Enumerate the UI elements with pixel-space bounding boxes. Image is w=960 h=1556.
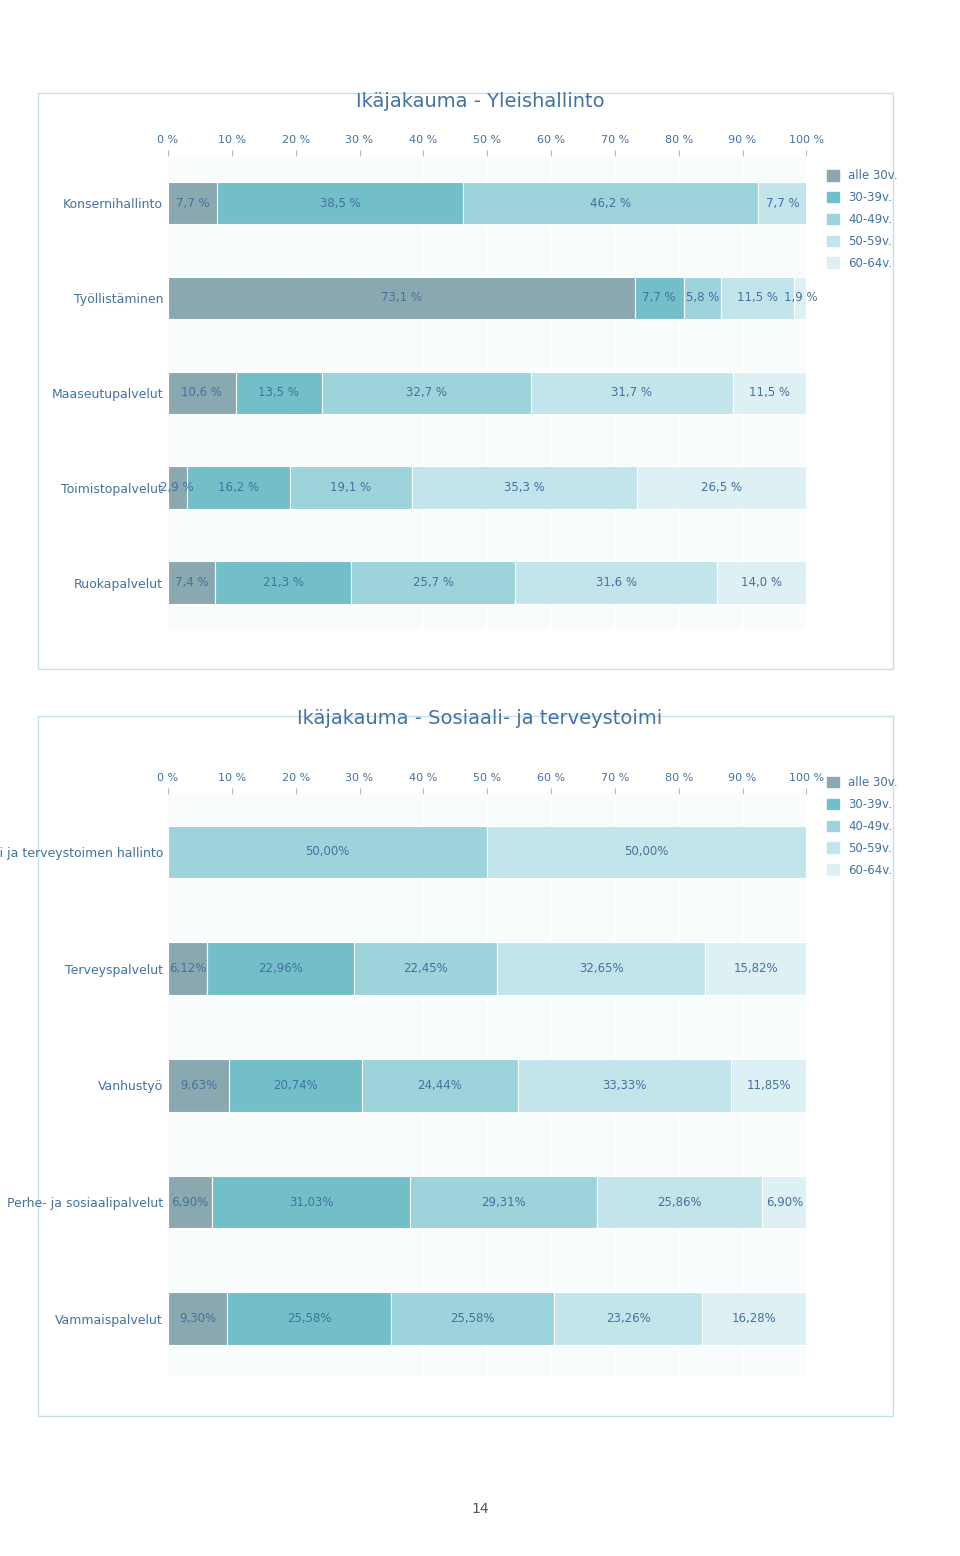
Text: 6,90%: 6,90% xyxy=(766,1195,803,1209)
Bar xyxy=(168,562,215,604)
Text: 46,2 %: 46,2 % xyxy=(589,196,631,210)
Bar xyxy=(391,1293,554,1344)
Text: 22,45%: 22,45% xyxy=(403,962,447,976)
Bar xyxy=(762,1176,806,1228)
Bar xyxy=(168,826,488,878)
Text: 14: 14 xyxy=(471,1503,489,1516)
Text: 11,85%: 11,85% xyxy=(746,1078,791,1092)
Bar xyxy=(733,372,806,414)
Bar xyxy=(554,1293,703,1344)
Text: 20,74%: 20,74% xyxy=(274,1078,318,1092)
Text: 16,28%: 16,28% xyxy=(732,1312,777,1326)
Legend: alle 30v., 30-39v., 40-49v., 50-59v., 60-64v.: alle 30v., 30-39v., 40-49v., 50-59v., 60… xyxy=(827,776,898,876)
Bar xyxy=(168,277,635,319)
Text: 11,5 %: 11,5 % xyxy=(737,291,778,305)
Bar xyxy=(757,182,807,224)
Text: 7,7 %: 7,7 % xyxy=(642,291,676,305)
Text: Ikäjakauma - Sosiaali- ja terveystoimi: Ikäjakauma - Sosiaali- ja terveystoimi xyxy=(298,710,662,728)
Bar xyxy=(706,943,806,994)
Text: 1,9 %: 1,9 % xyxy=(783,291,817,305)
Text: 10,6 %: 10,6 % xyxy=(181,386,223,400)
Text: 24,44%: 24,44% xyxy=(418,1078,463,1092)
Text: 15,82%: 15,82% xyxy=(733,962,779,976)
Bar xyxy=(488,826,806,878)
Bar xyxy=(168,372,235,414)
Bar xyxy=(721,277,794,319)
Text: 73,1 %: 73,1 % xyxy=(381,291,421,305)
Bar xyxy=(362,1060,517,1111)
Text: 25,86%: 25,86% xyxy=(658,1195,702,1209)
Bar xyxy=(168,943,207,994)
Bar xyxy=(597,1176,762,1228)
Text: 23,26%: 23,26% xyxy=(606,1312,651,1326)
Bar xyxy=(212,1176,410,1228)
Bar xyxy=(207,943,353,994)
Text: 50,00%: 50,00% xyxy=(305,845,349,859)
Bar xyxy=(186,467,290,509)
Bar xyxy=(412,467,637,509)
Bar xyxy=(717,562,806,604)
Bar xyxy=(463,182,757,224)
Text: 7,4 %: 7,4 % xyxy=(175,576,208,590)
Text: 25,7 %: 25,7 % xyxy=(413,576,454,590)
Text: 33,33%: 33,33% xyxy=(602,1078,646,1092)
Bar xyxy=(290,467,412,509)
Bar xyxy=(217,182,463,224)
Text: 2,9 %: 2,9 % xyxy=(160,481,194,495)
Text: 22,96%: 22,96% xyxy=(258,962,302,976)
Bar xyxy=(168,1176,212,1228)
Text: 11,5 %: 11,5 % xyxy=(749,386,790,400)
Text: 32,65%: 32,65% xyxy=(579,962,623,976)
Bar xyxy=(168,1293,228,1344)
Text: 9,63%: 9,63% xyxy=(180,1078,217,1092)
Text: 7,7 %: 7,7 % xyxy=(176,196,209,210)
Bar xyxy=(410,1176,597,1228)
Bar xyxy=(168,467,186,509)
Bar xyxy=(351,562,516,604)
Text: 31,03%: 31,03% xyxy=(289,1195,333,1209)
Bar xyxy=(703,1293,806,1344)
Bar xyxy=(215,562,351,604)
Bar xyxy=(322,372,531,414)
Bar xyxy=(228,1293,391,1344)
Bar xyxy=(635,277,684,319)
Text: 25,58%: 25,58% xyxy=(450,1312,494,1326)
Text: 31,7 %: 31,7 % xyxy=(612,386,652,400)
Text: 31,6 %: 31,6 % xyxy=(595,576,636,590)
Text: 29,31%: 29,31% xyxy=(481,1195,526,1209)
Text: 6,90%: 6,90% xyxy=(172,1195,208,1209)
Text: 26,5 %: 26,5 % xyxy=(702,481,742,495)
Legend: alle 30v., 30-39v., 40-49v., 50-59v., 60-64v.: alle 30v., 30-39v., 40-49v., 50-59v., 60… xyxy=(827,170,898,269)
Bar xyxy=(531,372,733,414)
Bar xyxy=(235,372,322,414)
Bar xyxy=(637,467,806,509)
Text: 19,1 %: 19,1 % xyxy=(330,481,372,495)
Bar xyxy=(731,1060,806,1111)
Text: 6,12%: 6,12% xyxy=(169,962,206,976)
Text: 21,3 %: 21,3 % xyxy=(263,576,303,590)
Text: 25,58%: 25,58% xyxy=(287,1312,331,1326)
Text: 32,7 %: 32,7 % xyxy=(406,386,446,400)
Text: 5,8 %: 5,8 % xyxy=(685,291,719,305)
Bar xyxy=(794,277,806,319)
Bar xyxy=(497,943,706,994)
Text: 13,5 %: 13,5 % xyxy=(258,386,300,400)
Bar xyxy=(229,1060,362,1111)
Bar xyxy=(516,562,717,604)
Bar xyxy=(168,1060,229,1111)
Text: 16,2 %: 16,2 % xyxy=(218,481,259,495)
Text: 14,0 %: 14,0 % xyxy=(741,576,782,590)
Text: Ikäjakauma - Yleishallinto: Ikäjakauma - Yleishallinto xyxy=(356,92,604,110)
Text: 7,7 %: 7,7 % xyxy=(766,196,800,210)
Bar xyxy=(168,182,217,224)
Bar xyxy=(517,1060,731,1111)
Bar xyxy=(353,943,497,994)
Bar xyxy=(684,277,721,319)
Text: 50,00%: 50,00% xyxy=(625,845,669,859)
Text: 9,30%: 9,30% xyxy=(180,1312,216,1326)
Text: 38,5 %: 38,5 % xyxy=(320,196,360,210)
Text: 35,3 %: 35,3 % xyxy=(504,481,545,495)
